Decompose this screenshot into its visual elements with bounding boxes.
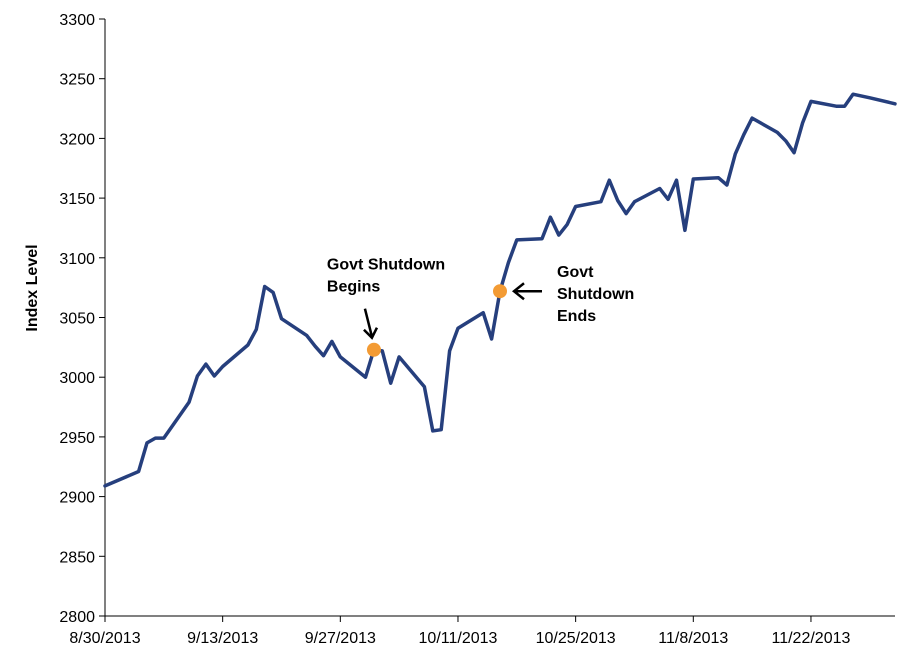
y-tick-label: 3050 <box>59 311 95 328</box>
y-tick-label: 3200 <box>59 131 95 148</box>
y-tick-label: 3100 <box>59 251 95 268</box>
annotations: Govt Shutdown Begins Govt Shutdown Ends <box>327 257 634 357</box>
x-tick-label: 10/25/2013 <box>536 630 616 647</box>
y-axis: 2800 2850 2900 2950 3000 3050 3100 3150 3200 3250… <box>59 12 106 626</box>
y-tick-label: 3250 <box>59 72 95 89</box>
y-tick-label: 2850 <box>59 549 95 566</box>
arrow-head <box>363 327 379 340</box>
y-tick-label: 2800 <box>59 609 95 626</box>
x-tick-label: 11/8/2013 <box>658 630 728 647</box>
y-tick-label: 3300 <box>59 12 95 29</box>
shutdown-ends-marker <box>493 284 507 299</box>
y-tick-label: 3150 <box>59 191 95 208</box>
shutdown-begins-label: Govt Shutdown Begins <box>327 257 445 296</box>
x-tick-label: 10/11/2013 <box>419 630 498 647</box>
x-tick-label: 11/22/2013 <box>772 630 851 647</box>
shutdown-begins-marker <box>366 342 381 357</box>
shutdown-ends-label: Govt Shutdown Ends <box>557 264 634 325</box>
y-axis-title: Index Level <box>24 244 41 331</box>
x-tick-label: 9/27/2013 <box>305 630 376 647</box>
y-tick-label: 2900 <box>59 490 95 507</box>
x-tick-label: 9/13/2013 <box>187 630 258 647</box>
x-tick-label: 8/30/2013 <box>69 630 140 647</box>
x-axis: 8/30/2013 9/13/2013 9/27/2013 10/11/2013 10/… <box>69 615 895 647</box>
annotation-arrow <box>363 308 374 338</box>
y-tick-label: 3000 <box>59 370 95 387</box>
arrow-head <box>511 282 525 301</box>
y-tick-label: 2950 <box>59 430 95 447</box>
